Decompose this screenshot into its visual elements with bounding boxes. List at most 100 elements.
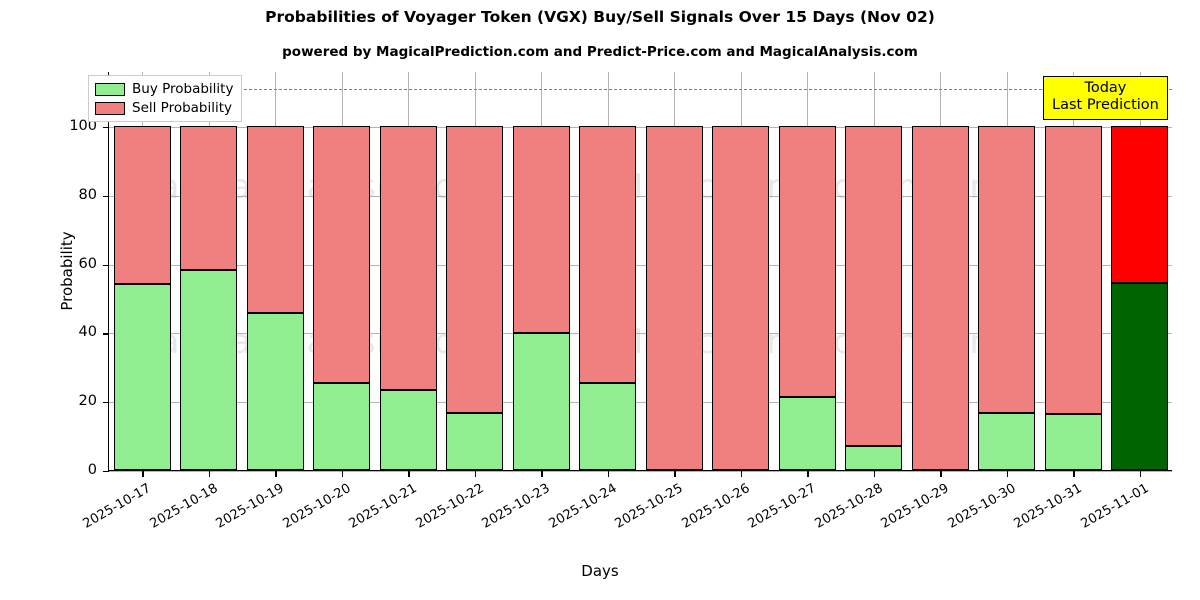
x-tick-mark <box>740 471 743 477</box>
bar-segment-buy[interactable] <box>313 382 371 470</box>
bar-group[interactable] <box>645 71 703 470</box>
bar-segment-sell[interactable] <box>1044 126 1102 414</box>
bar-group[interactable] <box>512 71 570 470</box>
bar-group[interactable] <box>313 71 371 470</box>
legend-label: Sell Probability <box>132 100 233 116</box>
bar-segment-buy[interactable] <box>845 445 903 470</box>
bar-segment-sell[interactable] <box>379 126 437 391</box>
bar-group[interactable] <box>911 71 969 470</box>
bar-group[interactable] <box>845 71 903 470</box>
chart-subtitle: powered by MagicalPrediction.com and Pre… <box>282 44 918 60</box>
gridline-horizontal <box>109 333 1172 335</box>
x-tick-label: 2025-10-24 <box>546 481 620 532</box>
x-tick-mark <box>275 471 277 477</box>
bar-group[interactable] <box>712 71 770 470</box>
bar-group[interactable] <box>579 71 637 470</box>
x-tick-mark <box>607 471 610 477</box>
gridline-horizontal <box>109 402 1172 404</box>
x-tick-label: 2025-10-21 <box>346 481 420 532</box>
bar-segment-sell[interactable] <box>113 126 171 284</box>
x-tick-mark <box>807 471 809 477</box>
bar-segment-sell[interactable] <box>512 126 570 334</box>
bar-segment-sell[interactable] <box>712 126 770 470</box>
gridline-horizontal <box>109 195 1172 197</box>
today-label: Today <box>1084 80 1127 96</box>
bar-segment-sell[interactable] <box>645 126 703 470</box>
x-tick-label: 2025-10-25 <box>612 481 686 532</box>
legend-swatch <box>95 82 125 96</box>
bar-segment-sell[interactable] <box>180 126 238 271</box>
bar-segment-sell[interactable] <box>978 126 1036 413</box>
x-tick-label: 2025-10-28 <box>812 481 886 532</box>
bar-segment-sell[interactable] <box>446 126 504 413</box>
bar-group[interactable] <box>778 71 836 470</box>
x-tick-mark <box>208 471 211 477</box>
x-tick-mark <box>541 471 543 477</box>
x-tick-label: 2025-10-31 <box>1011 481 1085 532</box>
bar-segment-sell[interactable] <box>845 126 903 446</box>
x-tick-mark <box>341 471 344 477</box>
x-tick-mark <box>1006 471 1009 477</box>
y-tick-label: 100 <box>69 118 97 134</box>
bar-segment-buy[interactable] <box>180 270 238 470</box>
x-tick-mark <box>408 471 410 477</box>
bar-group[interactable] <box>379 71 437 470</box>
bar-segment-buy[interactable] <box>446 412 504 470</box>
legend-item[interactable]: Sell Probability <box>95 100 233 116</box>
bar-segment-buy[interactable] <box>246 313 304 470</box>
legend-swatch <box>95 101 125 115</box>
x-tick-label: 2025-10-27 <box>745 481 819 532</box>
bar-segment-buy[interactable] <box>379 390 437 470</box>
bar-segment-sell[interactable] <box>246 126 304 314</box>
y-axis-label: Probability <box>58 231 76 311</box>
bar-group[interactable] <box>446 71 504 470</box>
x-tick-label: 2025-10-22 <box>413 481 487 532</box>
bar-segment-sell[interactable] <box>911 126 969 470</box>
last-prediction-label: Last Prediction <box>1052 97 1159 114</box>
legend-item[interactable]: Buy Probability <box>95 81 233 97</box>
x-tick-label: 2025-10-20 <box>280 481 354 532</box>
x-tick-label: 2025-10-18 <box>147 481 221 532</box>
y-tick-label: 20 <box>78 393 97 410</box>
bar-segment-buy[interactable] <box>579 383 637 470</box>
bar-group[interactable] <box>246 71 304 470</box>
gridline-horizontal <box>109 264 1172 266</box>
bar-group[interactable] <box>1111 71 1169 470</box>
legend-label: Buy Probability <box>132 81 234 97</box>
bar-segment-buy[interactable] <box>113 283 171 470</box>
y-tick-mark <box>103 471 109 473</box>
bar-segment-buy[interactable] <box>512 333 570 470</box>
bar-group[interactable] <box>113 71 171 470</box>
x-tick-mark <box>1073 471 1075 477</box>
gridline-horizontal <box>109 471 1172 472</box>
x-tick-label: 2025-10-19 <box>213 481 287 532</box>
y-tick-mark <box>103 333 109 335</box>
bar-group[interactable] <box>1044 71 1102 470</box>
y-tick-mark <box>103 127 109 129</box>
bar-segment-buy[interactable] <box>1111 283 1169 470</box>
bar-segment-buy[interactable] <box>1044 413 1102 470</box>
bar-segment-sell[interactable] <box>579 126 637 384</box>
x-axis-label: Days <box>581 562 619 580</box>
x-tick-label: 2025-11-01 <box>1078 481 1152 532</box>
x-tick-label: 2025-10-26 <box>679 481 753 532</box>
bar-group[interactable] <box>180 71 238 470</box>
y-tick-mark <box>103 195 109 198</box>
x-tick-label: 2025-10-17 <box>80 481 154 532</box>
bar-segment-sell[interactable] <box>778 126 836 397</box>
gridline-horizontal <box>109 127 1172 128</box>
x-tick-label: 2025-10-30 <box>945 481 1019 532</box>
bar-group[interactable] <box>978 71 1036 470</box>
today-annotation: Today Last Prediction <box>1043 76 1168 121</box>
x-tick-mark <box>940 471 942 477</box>
page-title: Probabilities of Voyager Token (VGX) Buy… <box>265 8 935 26</box>
bar-segment-sell[interactable] <box>313 126 371 383</box>
y-tick-label: 80 <box>78 186 97 203</box>
bar-segment-buy[interactable] <box>978 412 1036 470</box>
x-tick-mark <box>873 471 876 477</box>
x-tick-label: 2025-10-23 <box>479 481 553 532</box>
bar-segment-sell[interactable] <box>1111 126 1169 284</box>
y-tick-mark <box>103 264 109 266</box>
bar-segment-buy[interactable] <box>778 396 836 470</box>
